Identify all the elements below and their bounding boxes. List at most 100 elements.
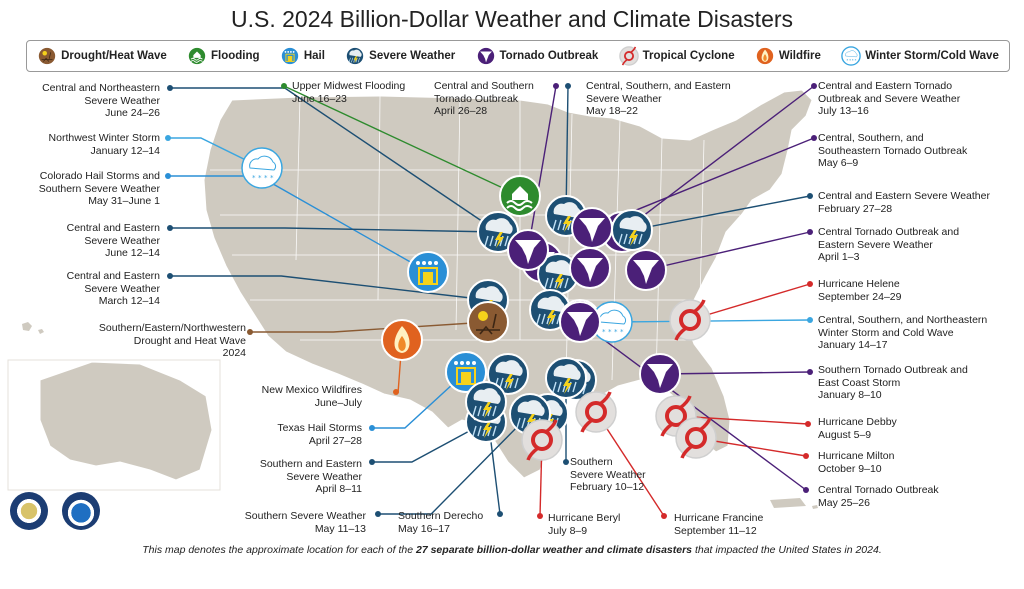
legend-label: Severe Weather bbox=[369, 50, 456, 62]
event-label-line: October 9–10 bbox=[818, 462, 882, 475]
event-label-line: Central Tornado Outbreak and bbox=[818, 226, 960, 238]
event-label-line: Texas Hail Storms bbox=[277, 422, 362, 434]
event-label-line: January 14–17 bbox=[818, 339, 888, 351]
event-label-line: Severe Weather bbox=[84, 94, 160, 107]
svg-text:*: * bbox=[258, 174, 262, 182]
leader-line bbox=[170, 227, 499, 233]
event-label-line: January 8–10 bbox=[818, 389, 882, 401]
legend-item: Severe Weather bbox=[345, 46, 455, 66]
event-label-line: May 6–9 bbox=[818, 157, 859, 169]
svg-text:*: * bbox=[614, 328, 618, 336]
event-label: Southern Derecho May 16–17 bbox=[398, 510, 483, 535]
event-label-line: East Coast Storm bbox=[818, 376, 901, 389]
legend-item: Hail bbox=[279, 46, 325, 66]
map-title: U.S. 2024 Billion-Dollar Weather and Cli… bbox=[230, 6, 794, 32]
event-label-line: Southern bbox=[570, 456, 613, 468]
legend-label: Hail bbox=[303, 50, 325, 62]
leader-line bbox=[527, 85, 557, 251]
leader-dot bbox=[807, 193, 813, 199]
leader-dot bbox=[811, 83, 817, 89]
department-of-commerce-seal bbox=[10, 492, 48, 530]
event-label-line: July 8–9 bbox=[548, 524, 588, 537]
legend-label: Winter Storm/Cold Wave bbox=[865, 50, 999, 62]
leader-line bbox=[675, 415, 809, 425]
event-label: New Mexico Wildfires June–July bbox=[262, 384, 362, 409]
event-label-line: Central and Eastern bbox=[66, 270, 160, 282]
tornado-icon bbox=[475, 46, 496, 66]
leader-dot bbox=[807, 317, 813, 323]
legend-label: Tropical Cyclone bbox=[642, 50, 735, 62]
event-label: Central and Northeastern Severe Weather Ju… bbox=[42, 82, 160, 120]
leader-dot bbox=[247, 329, 253, 335]
event-label: Hurricane Debby August 5–9 bbox=[818, 416, 897, 441]
puerto-rico-inset bbox=[770, 498, 818, 509]
leader-line bbox=[659, 371, 811, 375]
svg-text:*: * bbox=[264, 174, 268, 182]
event-label: Southern Severe Weather February 10–12 bbox=[570, 456, 646, 494]
legend-item: Tornado Outbreak bbox=[475, 46, 598, 66]
event-label-line: April 27–28 bbox=[308, 434, 362, 447]
event-label-line: March 12–14 bbox=[98, 295, 160, 307]
event-label-line: Winter Storm and Cold Wave bbox=[818, 326, 954, 339]
legend-item: Drought/Heat Wave bbox=[37, 46, 167, 66]
event-label-line: April 1–3 bbox=[818, 251, 860, 263]
event-label-line: Southern Severe Weather bbox=[244, 510, 366, 522]
event-label: Southern and Eastern Severe Weather April … bbox=[260, 458, 362, 496]
winter-icon-glyph: * * * * bbox=[841, 46, 861, 66]
event-marker-severe bbox=[611, 209, 653, 251]
event-label-line: September 11–12 bbox=[674, 524, 757, 537]
leader-line bbox=[170, 275, 489, 301]
event-label-line: Central and Eastern Severe Weather bbox=[818, 190, 990, 202]
event-label: Central, Southern, and Eastern Severe Wea… bbox=[586, 80, 731, 118]
svg-text:*: * bbox=[847, 58, 849, 62]
drought-icon-glyph bbox=[37, 46, 58, 66]
noaa-logo bbox=[62, 492, 100, 530]
event-label-line: Drought and Heat Wave bbox=[133, 334, 246, 347]
event-label: Central, Southern, and Southeastern Torna… bbox=[818, 132, 967, 170]
event-marker-tornado bbox=[507, 229, 549, 271]
leader-dot bbox=[661, 513, 667, 519]
event-label-line: September 24–29 bbox=[818, 290, 902, 303]
leader-dot bbox=[497, 511, 503, 517]
flood-icon bbox=[187, 46, 208, 66]
event-label-line: Hurricane Helene bbox=[818, 278, 900, 290]
leader-line bbox=[645, 231, 811, 271]
svg-text:*: * bbox=[849, 58, 851, 62]
leader-dot bbox=[807, 281, 813, 287]
event-marker-tornado bbox=[625, 249, 667, 291]
leader-dot bbox=[393, 389, 399, 395]
event-label-line: Central, Southern, and Eastern bbox=[586, 80, 731, 92]
leader-dot bbox=[369, 459, 375, 465]
legend-item: Tropical Cyclone bbox=[618, 46, 735, 66]
leader-dot bbox=[167, 225, 173, 231]
event-label-line: Southern Severe Weather bbox=[38, 182, 160, 195]
tornado-icon-glyph bbox=[475, 46, 496, 66]
event-marker-hail bbox=[407, 251, 449, 293]
leader-line bbox=[689, 283, 811, 321]
event-marker-cyclone bbox=[669, 299, 711, 341]
event-label-line: June–July bbox=[314, 396, 362, 409]
event-label-line: May 11–13 bbox=[314, 522, 366, 535]
contiguous-us-landmass bbox=[203, 89, 813, 479]
hail-icon-glyph bbox=[279, 46, 300, 66]
leader-dot bbox=[165, 173, 171, 179]
legend-label: Wildfire bbox=[778, 50, 821, 62]
event-label: Southern Severe Weather May 11–13 bbox=[245, 510, 366, 535]
hawaii-inset bbox=[22, 322, 44, 334]
event-label-line: Central and Southern bbox=[434, 80, 534, 92]
event-label-line: April 8–11 bbox=[315, 483, 362, 495]
event-label-line: Northwest Winter Storm bbox=[48, 132, 160, 144]
event-marker-tornado bbox=[559, 301, 601, 343]
event-marker-flood bbox=[499, 175, 541, 217]
event-label-line: Hurricane Beryl bbox=[548, 512, 621, 524]
wildfire-icon bbox=[754, 46, 775, 66]
legend-item: Wildfire bbox=[754, 46, 821, 66]
event-label-line: Hurricane Francine bbox=[674, 512, 764, 524]
event-label-line: Southern and Eastern bbox=[259, 458, 362, 470]
event-label-line: February 27–28 bbox=[818, 202, 893, 215]
leader-dot bbox=[167, 273, 173, 279]
event-marker-cyclone bbox=[575, 391, 617, 433]
event-label-line: July 13–16 bbox=[818, 105, 869, 117]
legend-item: Flooding bbox=[187, 46, 260, 66]
